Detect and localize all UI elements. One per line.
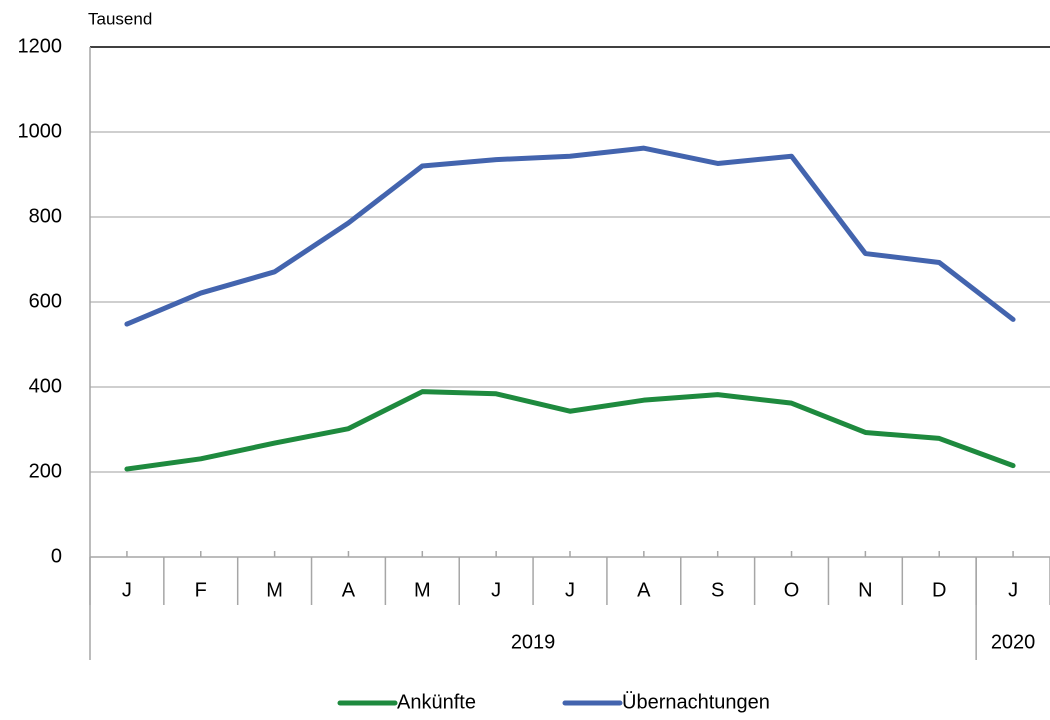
y-tick-label: 1000 xyxy=(18,120,63,142)
y-tick-label: 600 xyxy=(29,290,62,312)
x-tick-label: J xyxy=(565,579,575,601)
x-tick-label: J xyxy=(491,579,501,601)
y-axis-label: Tausend xyxy=(88,9,152,28)
x-tick-label: N xyxy=(858,579,872,601)
x-tick-label: M xyxy=(414,579,431,601)
x-tick-label: A xyxy=(342,579,356,601)
x-tick-label: O xyxy=(784,579,800,601)
group-label: 2020 xyxy=(991,631,1036,653)
x-tick-label: A xyxy=(637,579,651,601)
y-tick-label: 200 xyxy=(29,460,62,482)
legend-label: Ankünfte xyxy=(397,691,476,713)
x-tick-label: J xyxy=(122,579,132,601)
x-tick-label: D xyxy=(932,579,946,601)
x-tick-label: S xyxy=(711,579,724,601)
x-tick-label: J xyxy=(1008,579,1018,601)
series-line xyxy=(124,145,1016,327)
y-tick-label: 400 xyxy=(29,375,62,397)
x-tick-label: F xyxy=(195,579,207,601)
series-line xyxy=(124,389,1016,472)
legend-label: Übernachtungen xyxy=(622,691,770,713)
y-tick-label: 800 xyxy=(29,205,62,227)
group-label: 2019 xyxy=(511,631,556,653)
x-tick-label: M xyxy=(266,579,283,601)
y-tick-label: 0 xyxy=(51,545,62,567)
y-tick-label: 1200 xyxy=(18,35,63,57)
